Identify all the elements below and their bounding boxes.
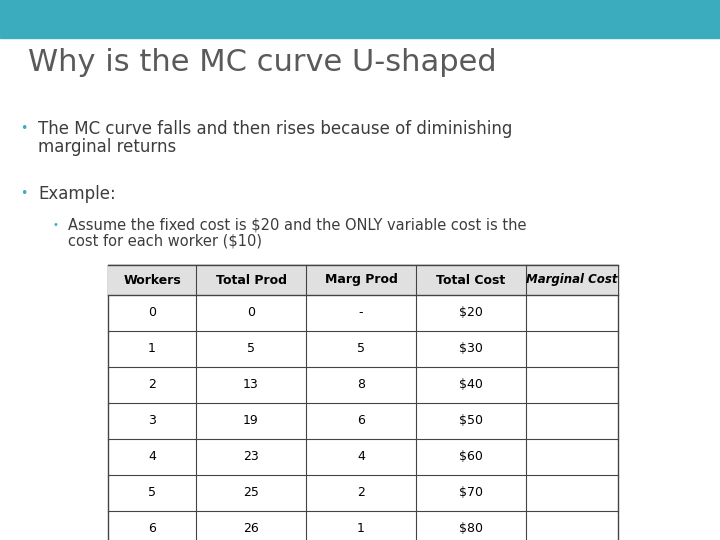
Text: -: - — [359, 307, 364, 320]
Text: 3: 3 — [148, 415, 156, 428]
Bar — [0, 0, 720, 38]
Text: 5: 5 — [148, 487, 156, 500]
Text: 1: 1 — [148, 342, 156, 355]
Text: 19: 19 — [243, 415, 259, 428]
Text: Why is the MC curve U-shaped: Why is the MC curve U-shaped — [28, 48, 497, 77]
Text: 5: 5 — [247, 342, 255, 355]
Text: cost for each worker ($10): cost for each worker ($10) — [68, 234, 262, 249]
Text: Marg Prod: Marg Prod — [325, 273, 397, 287]
Text: 13: 13 — [243, 379, 259, 392]
Text: 1: 1 — [357, 523, 365, 536]
Text: 8: 8 — [357, 379, 365, 392]
Text: 0: 0 — [247, 307, 255, 320]
Text: 2: 2 — [357, 487, 365, 500]
Text: Total Prod: Total Prod — [215, 273, 287, 287]
Text: 6: 6 — [357, 415, 365, 428]
Text: $70: $70 — [459, 487, 483, 500]
Text: •: • — [52, 220, 58, 230]
Text: 6: 6 — [148, 523, 156, 536]
Text: 2: 2 — [148, 379, 156, 392]
Text: Example:: Example: — [38, 185, 116, 203]
Text: Workers: Workers — [123, 273, 181, 287]
Text: 23: 23 — [243, 450, 259, 463]
Text: 25: 25 — [243, 487, 259, 500]
Text: 4: 4 — [148, 450, 156, 463]
Text: $60: $60 — [459, 450, 483, 463]
Text: 0: 0 — [148, 307, 156, 320]
Text: $80: $80 — [459, 523, 483, 536]
Text: marginal returns: marginal returns — [38, 138, 176, 156]
Text: 5: 5 — [357, 342, 365, 355]
Bar — [108, 265, 618, 540]
Text: $40: $40 — [459, 379, 483, 392]
Text: Assume the fixed cost is $20 and the ONLY variable cost is the: Assume the fixed cost is $20 and the ONL… — [68, 218, 526, 233]
Bar — [108, 265, 618, 295]
Text: $20: $20 — [459, 307, 483, 320]
Text: $50: $50 — [459, 415, 483, 428]
Text: •: • — [20, 122, 27, 135]
Text: 4: 4 — [357, 450, 365, 463]
Text: The MC curve falls and then rises because of diminishing: The MC curve falls and then rises becaus… — [38, 120, 513, 138]
Text: $30: $30 — [459, 342, 483, 355]
Text: Total Cost: Total Cost — [436, 273, 505, 287]
Text: •: • — [20, 187, 27, 200]
Text: Marginal Cost: Marginal Cost — [526, 273, 618, 287]
Text: 26: 26 — [243, 523, 259, 536]
